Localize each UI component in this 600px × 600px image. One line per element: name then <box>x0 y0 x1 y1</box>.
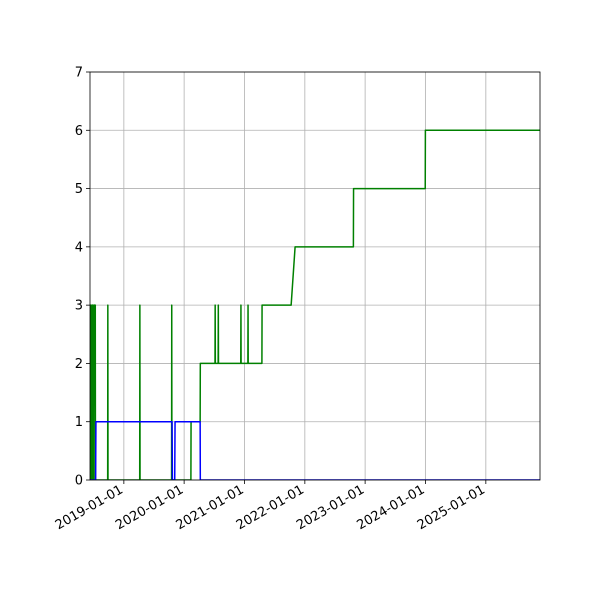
x-tick-label: 2023-01-01 <box>294 482 367 533</box>
x-tick-label: 2022-01-01 <box>234 482 307 533</box>
x-tick-label: 2020-01-01 <box>113 482 186 533</box>
y-tick-label: 4 <box>75 240 83 255</box>
x-tick-label: 2021-01-01 <box>174 482 247 533</box>
plot-area <box>90 129 540 480</box>
y-tick-label: 7 <box>75 66 83 81</box>
y-tick-label: 2 <box>75 357 83 372</box>
x-tick-label: 2024-01-01 <box>354 482 427 533</box>
series-line <box>90 420 540 480</box>
y-tick-label: 3 <box>75 299 83 314</box>
x-tick-label: 2025-01-01 <box>415 482 488 533</box>
y-tick-label: 5 <box>75 182 83 197</box>
plot-frame <box>89 71 541 481</box>
x-tick-label: 2019-01-01 <box>53 482 126 533</box>
y-tick-label: 6 <box>75 124 83 139</box>
y-tick-label: 0 <box>75 474 83 489</box>
y-tick-label: 1 <box>75 415 83 430</box>
